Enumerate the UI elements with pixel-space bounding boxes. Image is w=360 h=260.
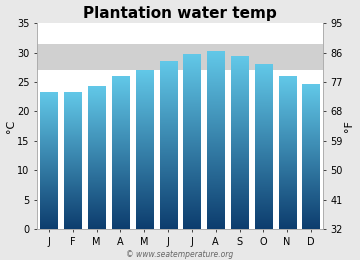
Title: Plantation water temp: Plantation water temp — [83, 5, 277, 21]
Y-axis label: °F: °F — [345, 120, 355, 132]
Y-axis label: °C: °C — [5, 119, 15, 133]
Bar — [37, 44, 323, 70]
Text: © www.seatemperature.org: © www.seatemperature.org — [126, 250, 234, 259]
